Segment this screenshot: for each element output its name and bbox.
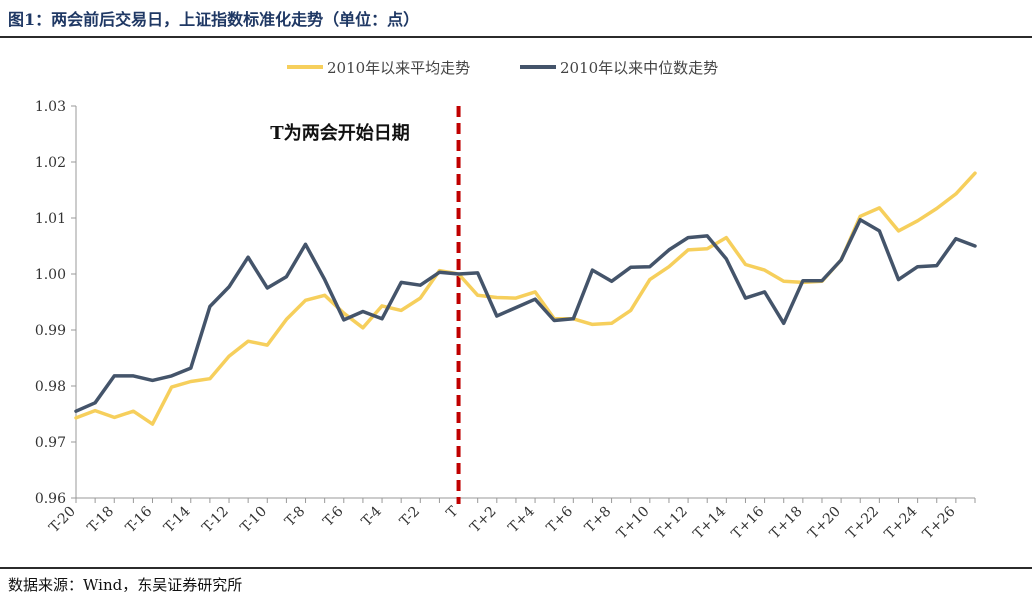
title-bar: 图1：两会前后交易日，上证指数标准化走势（单位：点）	[0, 0, 1032, 36]
event-annotation: T为两会开始日期	[270, 122, 409, 144]
median-series-line	[74, 217, 977, 413]
x-tick-label: T+26	[920, 503, 959, 542]
x-tick-label: T+2	[467, 504, 500, 537]
x-tick-label: T+8	[582, 504, 615, 537]
source-note: 数据来源：Wind，东吴证券研究所	[8, 576, 243, 594]
legend-median-label: 2010年以来中位数走势	[560, 59, 718, 77]
x-tick-label: T	[443, 503, 461, 521]
x-tick-label: T-10	[238, 504, 271, 537]
x-tick-label: T+24	[882, 503, 921, 542]
x-tick-label: T+22	[843, 504, 882, 543]
x-tick-label: T-2	[397, 504, 423, 530]
x-tick-label: T-20	[46, 504, 79, 537]
x-tick-label: T-12	[199, 504, 232, 537]
x-tick-label: T+12	[652, 504, 691, 543]
footer-divider	[0, 567, 1032, 569]
y-tick-label: 1.03	[35, 99, 66, 115]
y-tick-label: 0.96	[35, 491, 66, 507]
x-tick-label: T+14	[690, 503, 729, 542]
x-tick-label: T-4	[359, 503, 385, 529]
legend-average-label: 2010年以来平均走势	[327, 59, 470, 77]
y-tick-label: 0.97	[35, 435, 66, 451]
x-tick-label: T+6	[544, 503, 577, 536]
chart-title: 图1：两会前后交易日，上证指数标准化走势（单位：点）	[8, 10, 420, 29]
line-chart: 0.96 0.97 0.98 0.99 1.00 1.01 1.02 1.03 T-20 T-18…	[35, 59, 977, 543]
x-tick-label: T-6	[320, 503, 346, 529]
y-tick-label: 1.01	[35, 211, 66, 227]
x-tick-label: T+4	[505, 503, 538, 536]
x-tick-label: T+16	[729, 503, 768, 542]
title-divider	[0, 36, 1032, 38]
y-tick-label: 1.00	[35, 267, 66, 283]
x-tick-label: T+10	[614, 504, 653, 543]
x-tick-label: T-14	[161, 503, 194, 536]
average-series-line	[74, 171, 977, 426]
x-tick-label: T-18	[85, 504, 118, 537]
x-tick-label: T+18	[767, 504, 806, 543]
x-tick-label: T-8	[282, 504, 308, 530]
x-tick-label: T-16	[123, 503, 156, 536]
y-tick-label: 1.02	[35, 155, 66, 171]
y-tick-label: 0.99	[35, 323, 66, 339]
y-tick-label: 0.98	[35, 379, 66, 395]
x-tick-label: T+20	[805, 504, 844, 543]
